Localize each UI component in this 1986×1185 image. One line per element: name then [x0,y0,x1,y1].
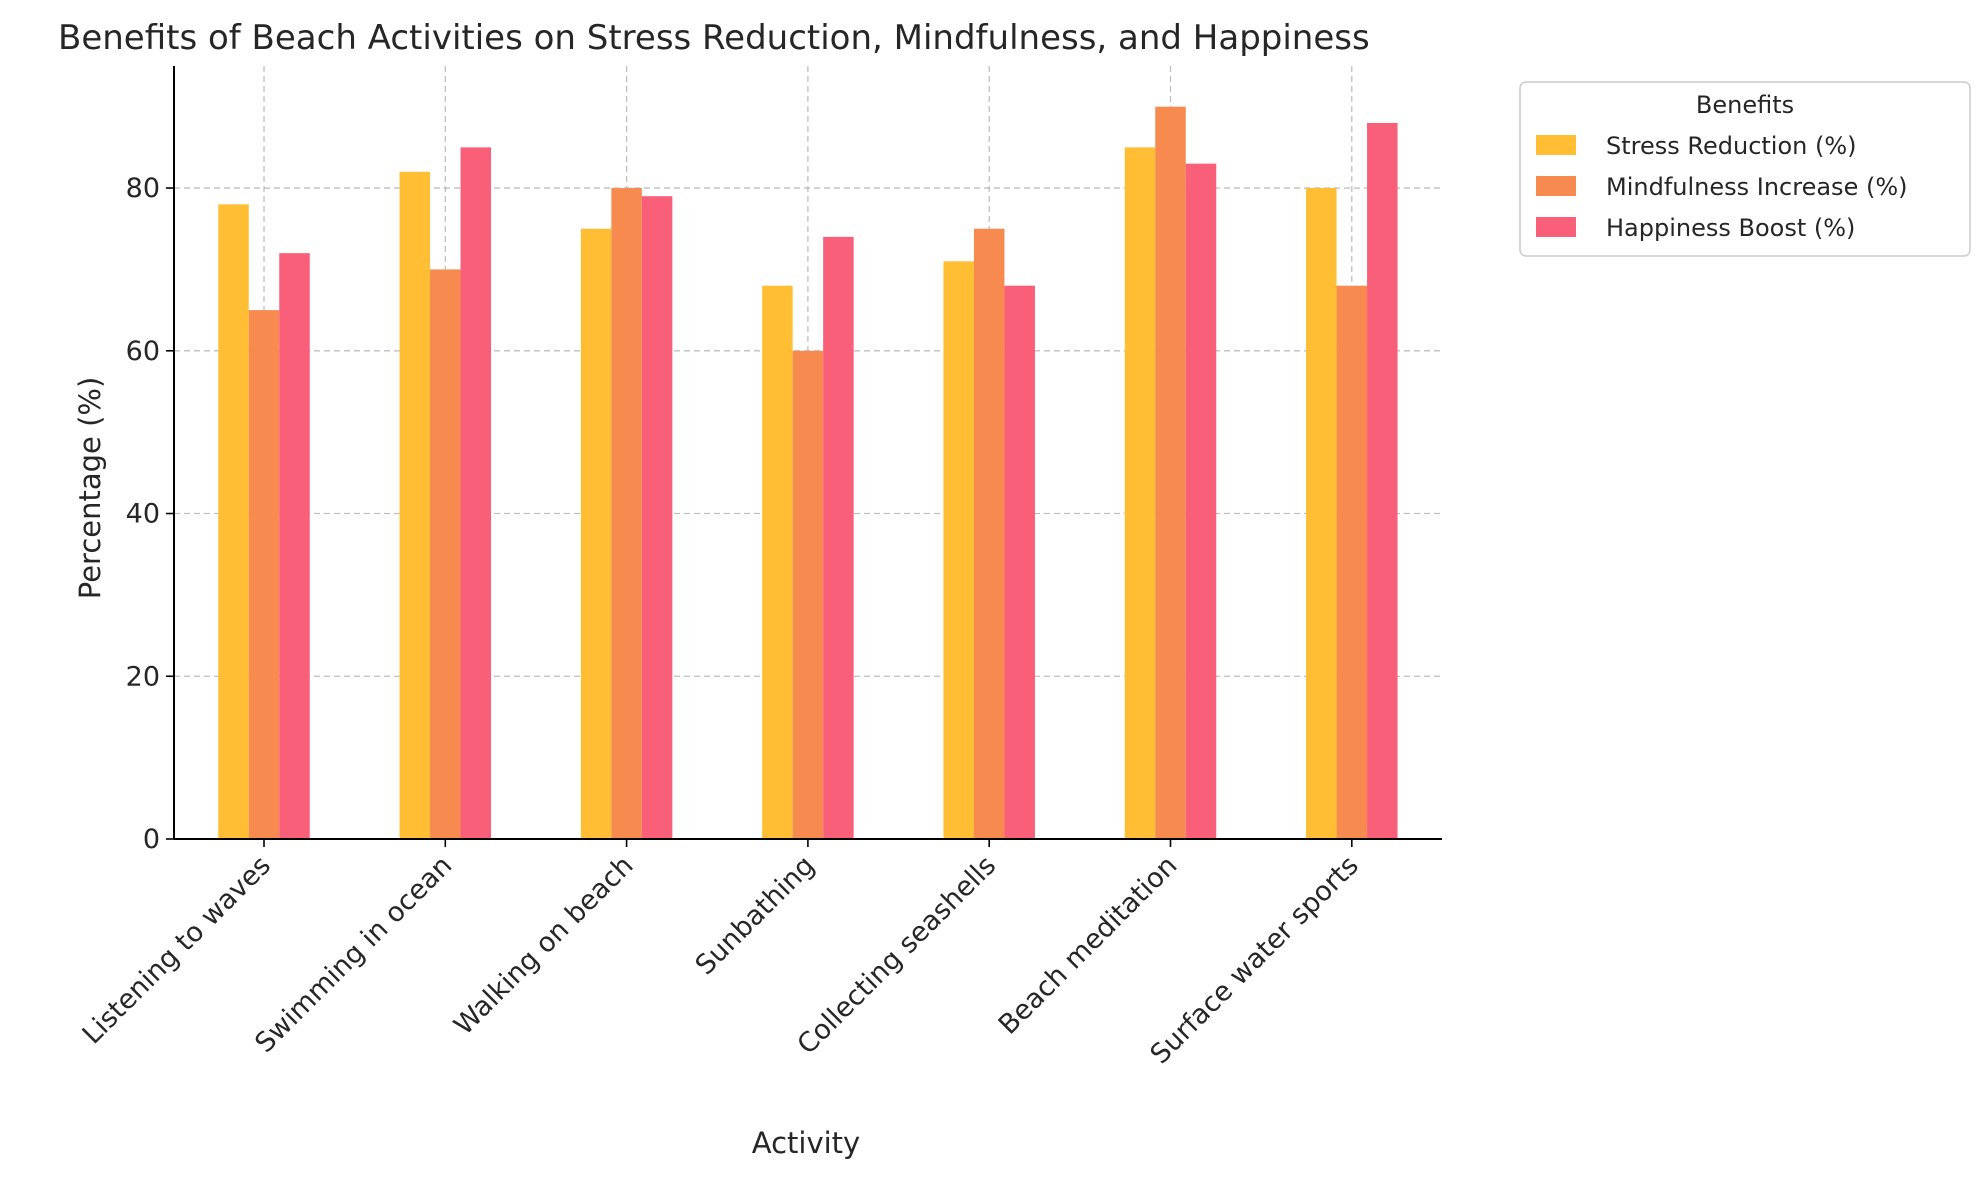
legend-entry-label: Happiness Boost (%) [1606,214,1855,242]
x-tick-label: Beach meditation [993,850,1184,1041]
legend: Benefits Stress Reduction (%) Mindfulness… [1519,81,1971,257]
bar [430,269,461,839]
legend-entry-label: Stress Reduction (%) [1606,132,1857,160]
y-tick-label: 60 [126,336,160,367]
x-tick-label: Surface water sports [1145,850,1365,1070]
bar [1124,147,1156,839]
bar [399,171,431,839]
x-tick-label: Sunbathing [690,850,821,981]
bar [218,204,249,839]
bar [1306,188,1337,840]
bar [762,285,793,839]
bar [1185,163,1217,839]
bar [1155,106,1186,840]
bar [611,188,642,840]
bar [973,228,1005,840]
bar [279,253,310,839]
x-axis-label: Activity [752,1126,860,1160]
legend-swatch [1536,135,1576,155]
bar [1336,285,1368,839]
y-tick-label: 20 [126,661,160,692]
legend-swatch [1536,217,1576,237]
chart-title: Benefits of Beach Activities on Stress R… [58,18,1370,58]
y-axis-label: Percentage (%) [73,377,107,600]
legend-items: Stress Reduction (%) Mindfulness Increase… [1536,132,1908,242]
bar [641,196,673,839]
bar [460,147,492,839]
legend-entry-label: Mindfulness Increase (%) [1606,173,1908,201]
bar [792,350,824,839]
y-tick-label: 40 [126,499,160,530]
x-tick-label: Swimming in ocean [249,850,458,1059]
x-tick-label: Listening to waves [77,850,277,1050]
bars [218,106,1398,840]
legend-swatch [1536,176,1576,196]
x-tick-label: Collecting seashells [792,850,1003,1061]
y-tick-label: 0 [143,824,160,855]
x-tick-label: Walking on beach [448,850,639,1041]
legend-title: Benefits [1696,91,1794,119]
bar [943,261,974,839]
bar [580,228,612,840]
bar [1367,122,1398,839]
bar [248,310,280,839]
legend-frame [1519,81,1971,257]
bar [823,236,854,839]
y-tick-label: 80 [126,173,160,204]
bar [1004,285,1035,839]
